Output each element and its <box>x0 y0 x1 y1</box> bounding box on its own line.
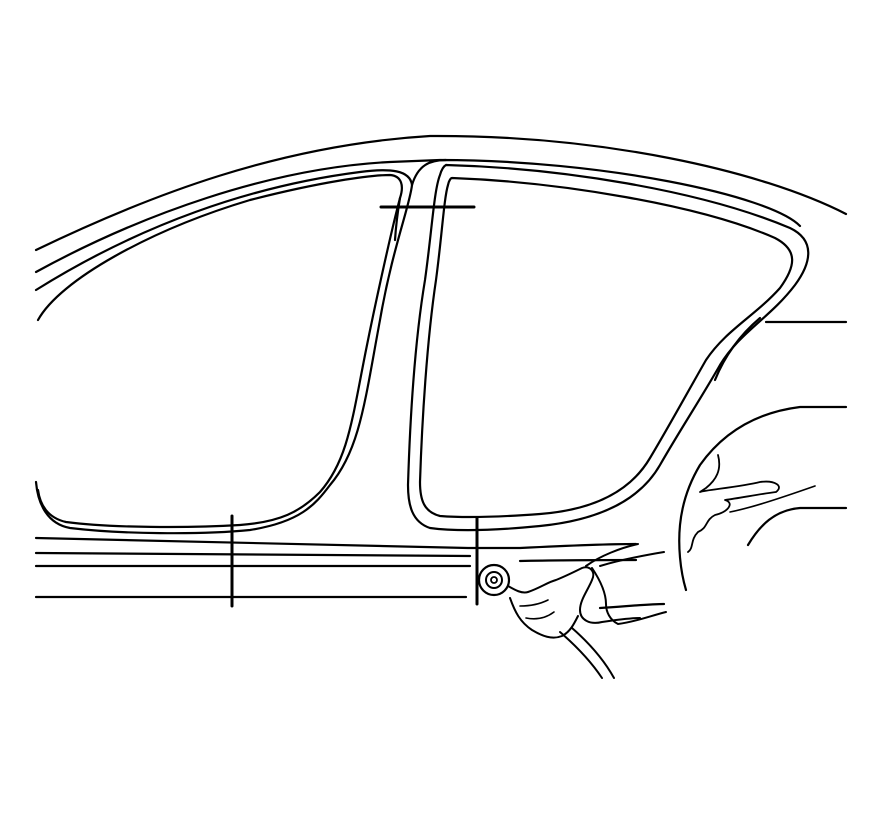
b-pillar-front-edge <box>410 158 448 187</box>
tool-hose-edge <box>571 627 615 679</box>
b-pillar-front-inner <box>393 196 402 242</box>
grinder-disc-center <box>490 576 498 584</box>
grinder-disc-hub <box>485 571 503 589</box>
grinder-disc-icon <box>477 563 511 597</box>
sectioned-edge-detail <box>729 485 816 513</box>
tool-hose <box>559 631 603 679</box>
sleeve-upper <box>585 543 639 567</box>
front-door-window-frame-inner <box>36 173 403 529</box>
hand-knuckle-line <box>519 599 549 607</box>
rear-door-window-frame-inner <box>418 176 794 519</box>
rocker-mid-line-1 <box>34 551 472 558</box>
front-door-window-frame-outer <box>34 169 414 535</box>
roof-outer-edge <box>34 134 848 252</box>
sleeve-cuff <box>591 551 667 625</box>
roof-inner-edge <box>34 158 802 274</box>
sectioned-edge-ragged <box>687 454 780 553</box>
hand-icon <box>507 566 641 624</box>
rear-quarter-lower-line <box>746 506 848 547</box>
rocker-upper-line <box>34 536 638 550</box>
rear-door-window-frame-outer <box>406 163 810 532</box>
rocker-rear-low <box>598 602 666 610</box>
hand-knuckle-line-2 <box>525 611 555 620</box>
rear-wheel-arch <box>678 405 848 592</box>
quarter-panel-upper-line <box>713 316 762 382</box>
